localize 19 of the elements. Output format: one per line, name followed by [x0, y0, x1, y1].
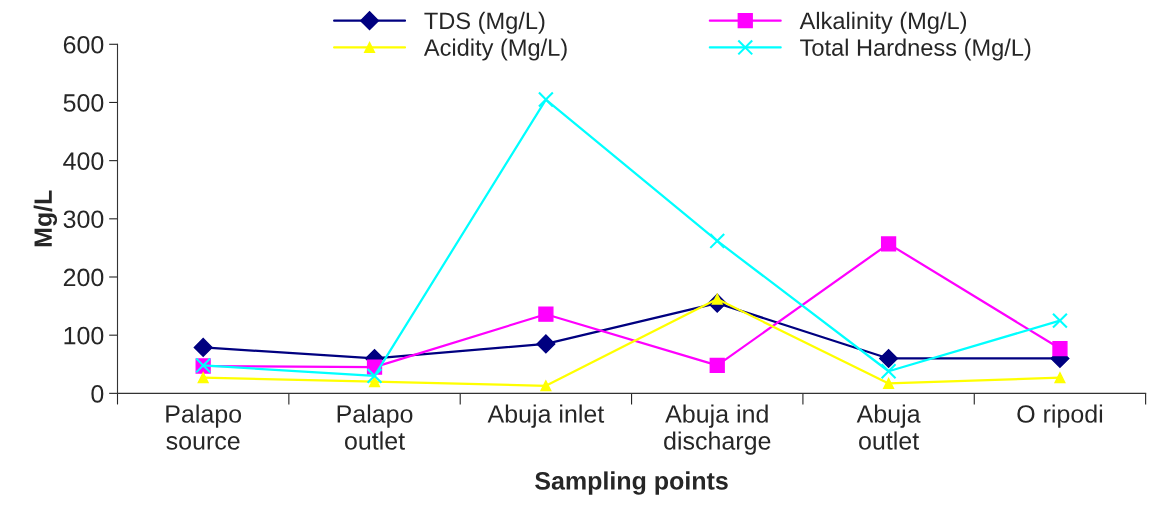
x-tick-label: Abuja ind discharge	[664, 404, 771, 455]
y-tick-label: 200	[63, 268, 104, 287]
y-tick-label: 300	[63, 210, 104, 229]
y-tick-label: 0	[91, 384, 104, 403]
legend-label: Acidity (Mg/L)	[423, 38, 567, 61]
y-tick-label: 400	[63, 152, 104, 170]
y-tick-label: 600	[63, 35, 104, 54]
x-tick-label: Palapo outlet	[337, 404, 413, 450]
x-tick-label: Abuja outlet	[856, 404, 921, 450]
y-tick-label: 500	[63, 94, 104, 112]
x-tick-label: O ripodi	[1017, 404, 1103, 428]
legend-label: TDS (Mg/L)	[424, 11, 545, 34]
x-tick-label: Abuja inlet	[487, 404, 605, 428]
legend-label: Total Hardness (Mg/L)	[800, 38, 1031, 61]
x-tick-label: Palapo source	[166, 404, 242, 450]
x-axis-title: Sampling points	[535, 471, 728, 495]
legend-label: Alkalinity (Mg/L)	[799, 11, 967, 34]
y-axis-title: Mg/L	[33, 190, 58, 247]
y-tick-label: 100	[64, 326, 104, 345]
